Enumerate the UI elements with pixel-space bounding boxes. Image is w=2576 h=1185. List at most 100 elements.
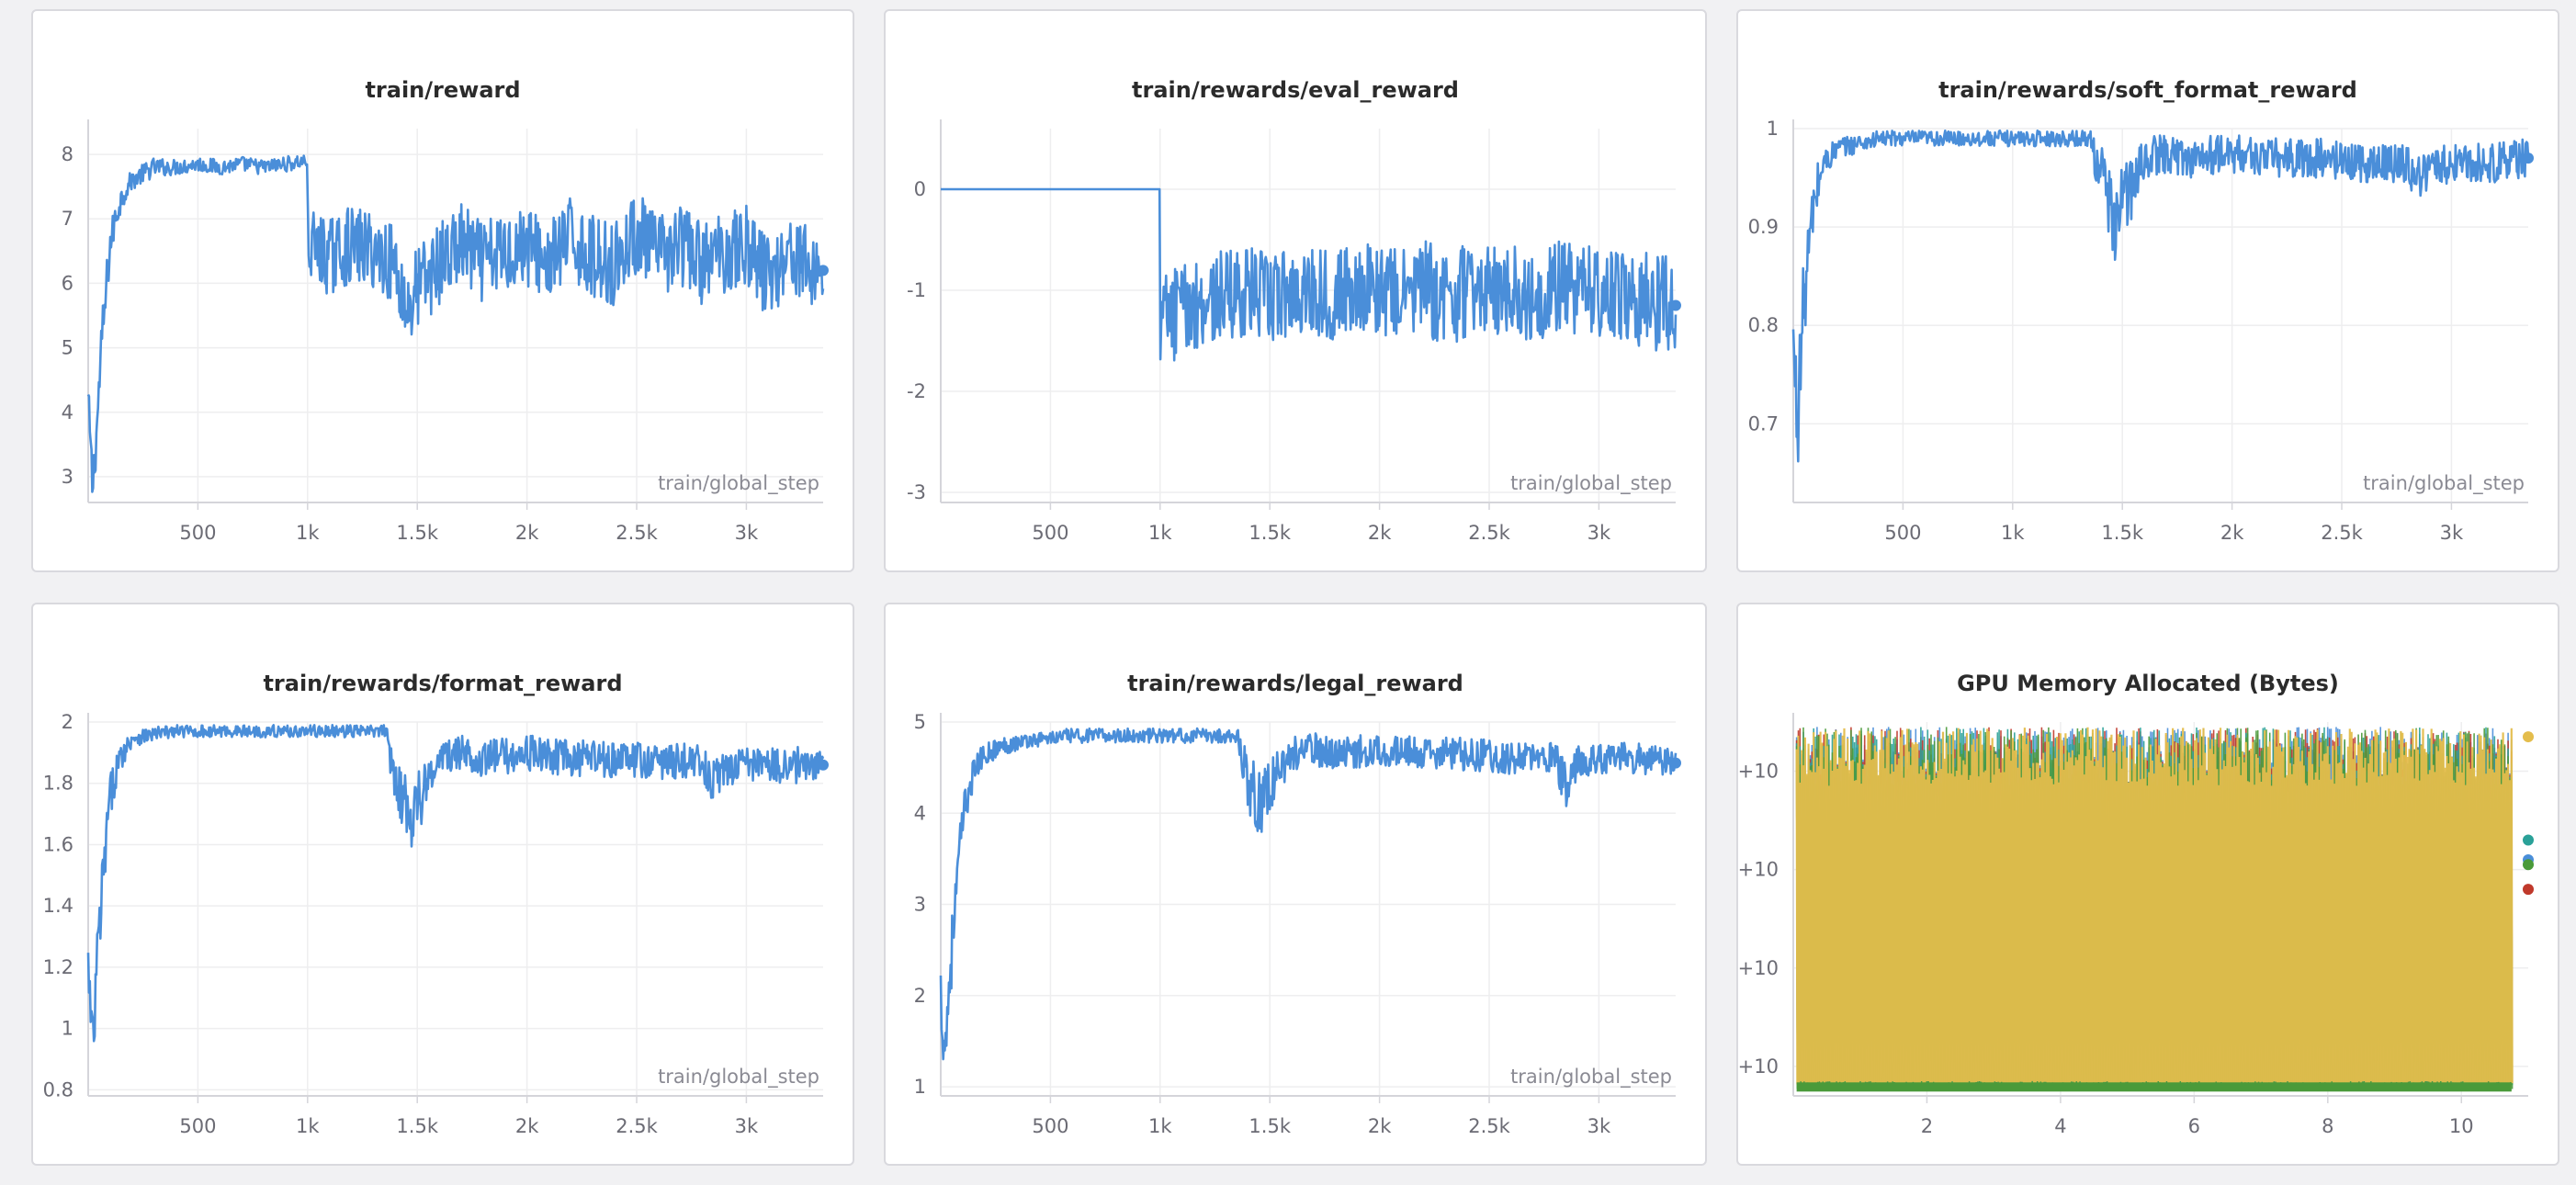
gpu-series-end-point [2523,859,2534,871]
x-tick-label: 1.5k [396,522,438,544]
y-tick-label: 4e+10 [1738,1055,1779,1078]
chart-svg: 3 4 5 6 7 8 500 1k 1.5k 2k 2.5k 3k train/global_step [62,119,829,544]
y-tick-label: -2 [907,380,926,402]
y-tick-label: 1 [914,1076,926,1098]
y-tick-label: 1.4 [43,895,73,917]
x-tick-label: 500 [179,522,216,544]
chart-svg: 4e+10 5e+10 6e+10 7e+10 2 4 6 8 10 [1738,713,2534,1137]
x-tick-label: 2k [515,522,539,544]
chart-panel-soft-format-reward[interactable]: train/rewards/soft_format_reward 0.7 0.8 0… [1736,9,2559,572]
chart-panel-eval-reward[interactable]: train/rewards/eval_reward -3 -2 -1 0 500 1k 1.… [884,9,1707,572]
series-end-point [1670,757,1681,769]
y-tick-label: 1.6 [43,833,73,855]
x-tick-label: 1k [1148,1115,1172,1137]
y-tick-label: 0.9 [1748,216,1779,238]
x-tick-label: 3k [735,522,759,544]
chart-panel-format-reward[interactable]: train/rewards/format_reward 0.8 1 1.2 1.4 1.… [31,603,854,1166]
series-end-point [818,759,829,771]
x-tick-label: 2k [2220,522,2244,544]
y-tick-label: 4 [62,401,73,423]
chart-panel-legal-reward[interactable]: train/rewards/legal_reward 1 2 3 4 5 500 1k 1.5… [884,603,1707,1166]
x-axis-label: train/global_step [1510,472,1672,495]
y-tick-label: 8 [62,143,73,165]
y-tick-label: 6e+10 [1738,859,1779,881]
y-tick-label: 2 [914,985,926,1007]
x-tick-label: 3k [2440,522,2464,544]
x-tick-label: 1.5k [1248,522,1291,544]
y-tick-label: 7e+10 [1738,761,1779,783]
x-axis-label: train/global_step [1510,1066,1672,1089]
y-tick-label: -1 [907,279,926,301]
chart-title: GPU Memory Allocated (Bytes) [1957,671,2339,696]
chart-panel-gpu-memory[interactable]: GPU Memory Allocated (Bytes) 4e+10 5e+10 6… [1736,603,2559,1166]
chart-panel-train-reward[interactable]: train/reward 3 4 5 6 7 8 500 1k 1.5k 2k 2.5k 3k trai… [31,9,854,572]
y-tick-label: 4 [914,802,926,824]
chart-title: train/rewards/legal_reward [1127,671,1463,696]
gpu-series-end-point [2523,731,2534,743]
chart-title: train/reward [365,77,521,103]
chart-title: train/rewards/soft_format_reward [1938,77,2357,103]
y-tick-label: 5 [62,337,73,359]
y-tick-label: 2 [62,711,73,733]
y-tick-label: 0.7 [1748,412,1779,434]
x-tick-label: 1k [1148,522,1172,544]
y-tick-label: 3 [62,466,73,488]
x-tick-label: 2.5k [616,1115,658,1137]
x-tick-label: 1.5k [396,1115,438,1137]
x-axis-label: train/global_step [658,472,819,495]
x-tick-label: 4 [2054,1115,2066,1137]
x-tick-label: 8 [2322,1115,2333,1137]
chart-svg: 1 2 3 4 5 500 1k 1.5k 2k 2.5k 3k train/global_step [914,711,1681,1137]
y-tick-label: 5e+10 [1738,957,1779,979]
chart-title: train/rewards/eval_reward [1132,77,1459,103]
x-tick-label: 2.5k [1468,1115,1510,1137]
x-tick-label: 500 [179,1115,216,1137]
gpu-series-end-point [2523,834,2534,846]
chart-svg: 0.8 1 1.2 1.4 1.6 1.8 2 500 1k 1.5k 2k 2.5k 3k train/… [43,711,829,1137]
y-tick-label: 3 [914,894,926,916]
y-tick-label: 1 [62,1018,73,1040]
x-tick-label: 500 [1032,522,1068,544]
x-tick-label: 3k [735,1115,759,1137]
x-tick-label: 2.5k [1468,522,1510,544]
x-tick-label: 2 [1921,1115,1933,1137]
y-tick-label: 0.8 [43,1078,73,1100]
x-tick-label: 1.5k [2101,522,2143,544]
x-tick-label: 3k [1587,522,1611,544]
series-line [1791,129,2530,463]
y-tick-label: 0 [914,178,926,200]
x-axis-label: train/global_step [2363,472,2525,495]
gpu-series-line [1795,727,2514,1087]
x-tick-label: 500 [1884,522,1921,544]
x-tick-label: 500 [1032,1115,1068,1137]
series-line [939,727,1678,1061]
x-tick-label: 6 [2188,1115,2200,1137]
y-tick-label: 1.8 [43,773,73,795]
series-line [940,187,1678,362]
x-tick-label: 2.5k [616,522,658,544]
x-tick-label: 1k [296,1115,320,1137]
chart-svg: 0.7 0.8 0.9 1 500 1k 1.5k 2k 2.5k 3k train/global_… [1748,118,2534,544]
y-tick-label: 1 [1767,118,1779,140]
x-tick-label: 2.5k [2321,522,2363,544]
series-end-point [1670,299,1681,311]
series-line [86,724,825,1043]
x-tick-label: 1k [296,522,320,544]
x-tick-label: 3k [1587,1115,1611,1137]
gpu-floor-band [1796,1082,2512,1092]
x-tick-label: 2k [1368,1115,1392,1137]
x-tick-label: 2k [515,1115,539,1137]
series-end-point [2523,152,2534,164]
y-tick-label: -3 [907,481,926,503]
series-line [86,154,825,493]
y-tick-label: 0.8 [1748,314,1779,336]
x-axis-label: train/global_step [658,1066,819,1089]
y-tick-label: 5 [914,711,926,733]
chart-svg: -3 -2 -1 0 500 1k 1.5k 2k 2.5k 3k train/global_ste… [907,119,1681,544]
chart-title: train/rewards/format_reward [263,671,623,696]
series-end-point [818,265,829,276]
x-tick-label: 2k [1368,522,1392,544]
y-tick-label: 6 [62,272,73,294]
y-tick-label: 1.2 [43,956,73,978]
y-tick-label: 7 [62,208,73,230]
